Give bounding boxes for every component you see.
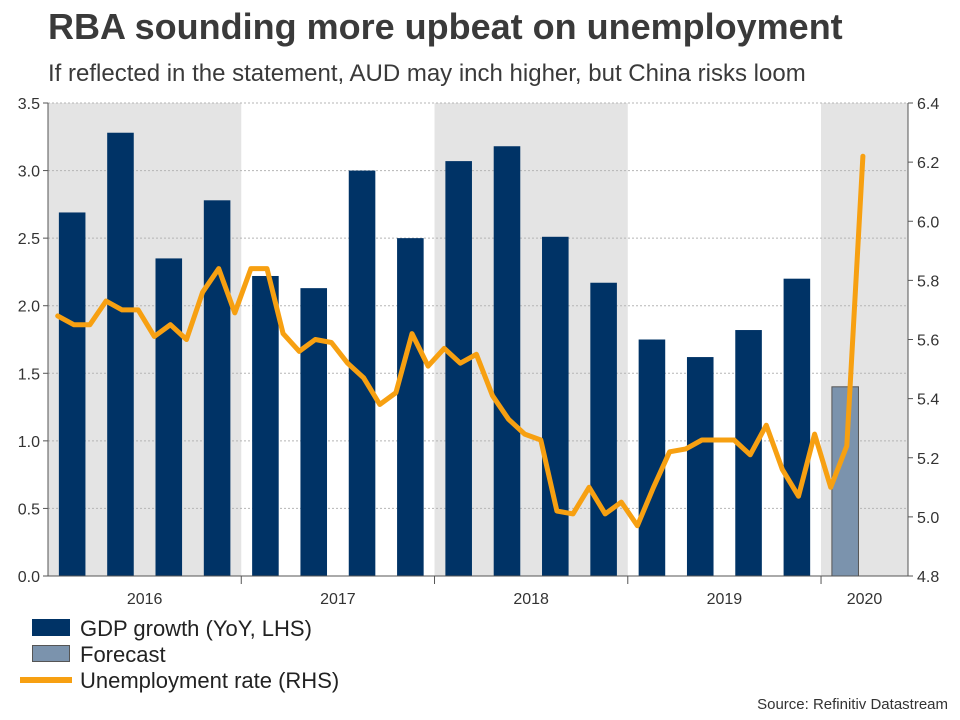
gdp-bars [58, 132, 859, 577]
gdp-bar [107, 132, 134, 576]
gridlines [48, 102, 908, 509]
unemployment-line [55, 153, 866, 529]
right-tick-label: 5.2 [917, 451, 939, 468]
right-tick-label: 6.2 [917, 155, 939, 172]
gdp-bar [542, 236, 569, 576]
left-tick-label: 1.5 [18, 366, 40, 383]
left-tick-label: 3.0 [18, 164, 40, 181]
legend-swatch-gdp [32, 619, 70, 636]
left-tick-label: 0.5 [18, 501, 40, 518]
year-label: 2020 [847, 591, 883, 608]
gdp-bar [203, 200, 231, 576]
legend-label-unemployment: Unemployment rate (RHS) [80, 668, 340, 693]
left-tick-label: 2.5 [18, 231, 40, 248]
unemployment-line-layer [55, 153, 866, 529]
left-tick-label: 0.0 [18, 569, 40, 586]
year-label: 2018 [513, 591, 549, 608]
gdp-bar [252, 275, 279, 576]
legend-label-gdp: GDP growth (YoY, LHS) [80, 616, 312, 641]
right-tick-label: 5.4 [917, 392, 939, 409]
gdp-bar [58, 212, 86, 577]
left-tick-label: 2.0 [18, 299, 40, 316]
gdp-bar [638, 339, 666, 576]
forecast-bar [831, 386, 859, 577]
gdp-bar [493, 146, 521, 576]
gdp-bar [590, 282, 617, 576]
right-tick-label: 5.8 [917, 273, 939, 290]
legend-label-forecast: Forecast [80, 642, 166, 667]
left-tick-label: 1.0 [18, 434, 40, 451]
legend-swatch-forecast [32, 645, 70, 662]
gdp-bar [686, 357, 714, 576]
year-label: 2017 [320, 591, 356, 608]
gdp-bar [445, 161, 472, 576]
gdp-bar [155, 258, 183, 576]
chart-subtitle: If reflected in the statement, AUD may i… [48, 60, 806, 87]
right-tick-label: 5.0 [917, 510, 939, 527]
gdp-bar [300, 288, 328, 576]
legend-swatch-unemployment [20, 677, 72, 683]
axes: 0.0 0.5 1.0 1.5 2.0 2.5 3.0 3.5 4.8 5.0 5.2 5.4 5.6 5… [18, 96, 940, 608]
right-tick-label: 5.6 [917, 333, 939, 350]
right-tick-label: 6.4 [917, 96, 939, 113]
year-label: 2019 [707, 591, 743, 608]
right-tick-label: 6.0 [917, 214, 939, 231]
chart-title: RBA sounding more upbeat on unemployment [48, 6, 843, 47]
year-label: 2016 [127, 591, 163, 608]
gdp-bar [783, 278, 811, 576]
right-tick-label: 4.8 [917, 569, 939, 586]
left-tick-label: 3.5 [18, 96, 40, 113]
source-note: Source: Refinitiv Datastream [757, 696, 948, 713]
gdp-bar [397, 238, 424, 576]
